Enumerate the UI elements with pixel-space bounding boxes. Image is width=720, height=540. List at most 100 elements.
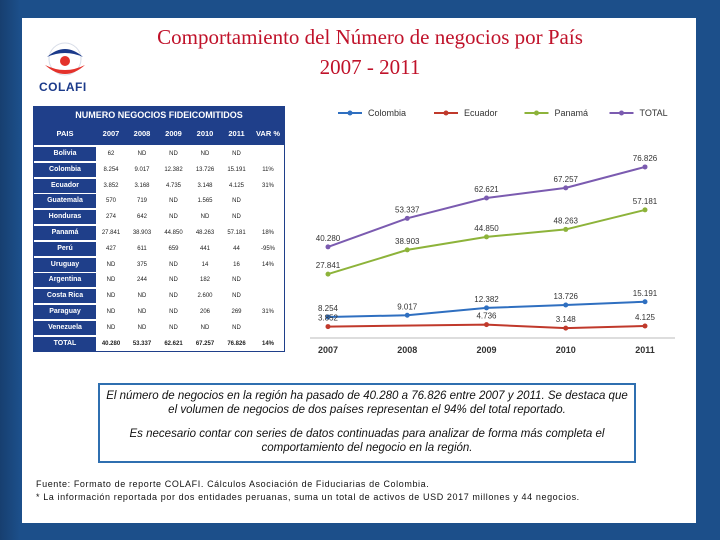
data-point [404, 215, 410, 221]
source-line-1: Fuente: Formato de reporte COLAFI. Cálcu… [36, 479, 430, 489]
legend-marker [534, 110, 539, 116]
data-point [404, 312, 410, 318]
data-point [484, 195, 489, 201]
source-line-2: * La información reportada por dos entid… [36, 492, 580, 502]
table-cell: ND [169, 293, 178, 300]
table-cell: 274 [105, 214, 116, 221]
table-country-cell: Costa Rica [34, 289, 96, 304]
data-point [325, 271, 331, 277]
table-cell: ND [169, 324, 178, 331]
table-cell: 18% [261, 230, 274, 236]
data-label: 9.017 [397, 302, 418, 311]
table-cell: 14% [261, 340, 274, 347]
data-point [484, 234, 489, 240]
table-cell: 2.600 [197, 293, 213, 300]
table-cell: 57.181 [227, 230, 246, 236]
data-label: 27.841 [316, 261, 341, 270]
table-row: Venezuela ND ND ND ND ND [34, 320, 284, 336]
data-point [642, 164, 648, 170]
table-cell: 27.841 [101, 230, 121, 236]
table-cell: ND [169, 277, 178, 284]
table-cell: -95% [260, 245, 275, 252]
legend-marker [347, 110, 353, 116]
table-cell: ND [200, 151, 210, 157]
table-row: Panamá 27.841 38.903 44.850 48.263 57.181 18% [34, 226, 284, 241]
table-cell: 642 [136, 214, 147, 221]
table-cell: 38.903 [132, 230, 152, 236]
x-tick-label: 2009 [476, 345, 496, 355]
data-point [404, 247, 410, 253]
table-cell: ND [200, 324, 210, 331]
legend-label: Ecuador [464, 108, 498, 118]
data-label: 12.382 [474, 295, 499, 304]
table-cell: ND [169, 198, 178, 205]
note-paragraph-2: Es necesario contar con series de datos … [129, 428, 605, 454]
table-header-cell: PAIS [56, 129, 74, 138]
table-cell: 375 [136, 261, 147, 268]
table-row: Guatemala 570 719 ND 1.565 ND [34, 194, 284, 209]
note-paragraph-1: El número de negocios en la región ha pa… [106, 390, 628, 416]
left-stripe [0, 0, 20, 540]
table-cell: ND [137, 324, 147, 331]
data-label: 57.181 [633, 197, 658, 206]
table-row: Argentina ND 244 ND 182 ND [34, 273, 284, 288]
table-cell: 31% [261, 309, 274, 315]
table-country-cell: Guatemala [34, 194, 96, 209]
table-country-cell: Perú [34, 241, 96, 256]
legend-marker [443, 110, 449, 116]
table-cell: ND [106, 261, 116, 268]
table-cell: ND [137, 293, 147, 300]
table-cell: 12.382 [164, 166, 183, 173]
table-cell: ND [106, 309, 116, 315]
table-cell: 44.850 [164, 230, 183, 236]
table-row: Uruguay ND 375 ND 14 16 14% [34, 257, 284, 273]
table-country-cell: Argentina [34, 273, 96, 288]
data-label: 4.125 [635, 313, 656, 322]
data-label: 13.726 [554, 292, 579, 301]
data-point [484, 322, 489, 328]
data-label: 44.850 [474, 224, 499, 233]
table-cell: ND [169, 261, 178, 268]
table-country-cell: TOTAL [34, 336, 96, 351]
table-header-cell: 2008 [133, 129, 151, 138]
table-cell: ND [232, 151, 241, 157]
table-country-cell: Uruguay [34, 257, 96, 272]
x-tick-label: 2011 [635, 345, 655, 355]
table-cell: 53.337 [132, 340, 152, 347]
table-header-cell: 2007 [102, 129, 120, 138]
title-line-1: Comportamiento del Número de negocios po… [157, 25, 583, 49]
table-row: Paraguay ND ND ND 206 269 31% [34, 305, 284, 320]
table-cell: 16 [233, 261, 240, 268]
table-cell: 40.280 [101, 340, 121, 347]
data-point [642, 299, 648, 305]
table-row: Bolivia 62 ND ND ND ND [34, 147, 284, 162]
table-cell: 11% [262, 166, 274, 173]
data-point [484, 305, 489, 311]
table-cell: 15.191 [227, 166, 246, 173]
data-point [563, 302, 569, 308]
data-point [563, 185, 569, 191]
data-point [325, 244, 331, 250]
table-row: Colombia 8.254 9.017 12.382 13.726 15.191 11% [34, 162, 284, 178]
data-point [325, 324, 331, 330]
table-cell: 14 [201, 261, 209, 268]
table-cell: 244 [136, 277, 147, 284]
data-label: 48.263 [554, 216, 579, 225]
table-cell: 44 [233, 245, 240, 252]
table-cell: 427 [105, 245, 116, 252]
table-cell: 719 [136, 198, 147, 205]
data-label: 67.257 [554, 175, 579, 184]
data-label: 38.903 [395, 237, 420, 246]
x-tick-label: 2010 [556, 345, 576, 355]
table-cell: ND [169, 151, 178, 157]
data-point [325, 314, 331, 320]
table-cell: 8.254 [103, 166, 119, 173]
table-row: Costa Rica ND ND ND 2.600 ND [34, 289, 284, 304]
logo-text: COLAFI [39, 80, 87, 94]
legend-label: Colombia [368, 108, 406, 118]
note-box: El número de negocios en la región ha pa… [98, 383, 636, 463]
table-cell: 76.826 [227, 340, 246, 347]
data-label: 8.254 [318, 304, 339, 313]
source-notes: Fuente: Formato de reporte COLAFI. Cálcu… [36, 478, 580, 504]
table-cell: 206 [199, 309, 210, 315]
